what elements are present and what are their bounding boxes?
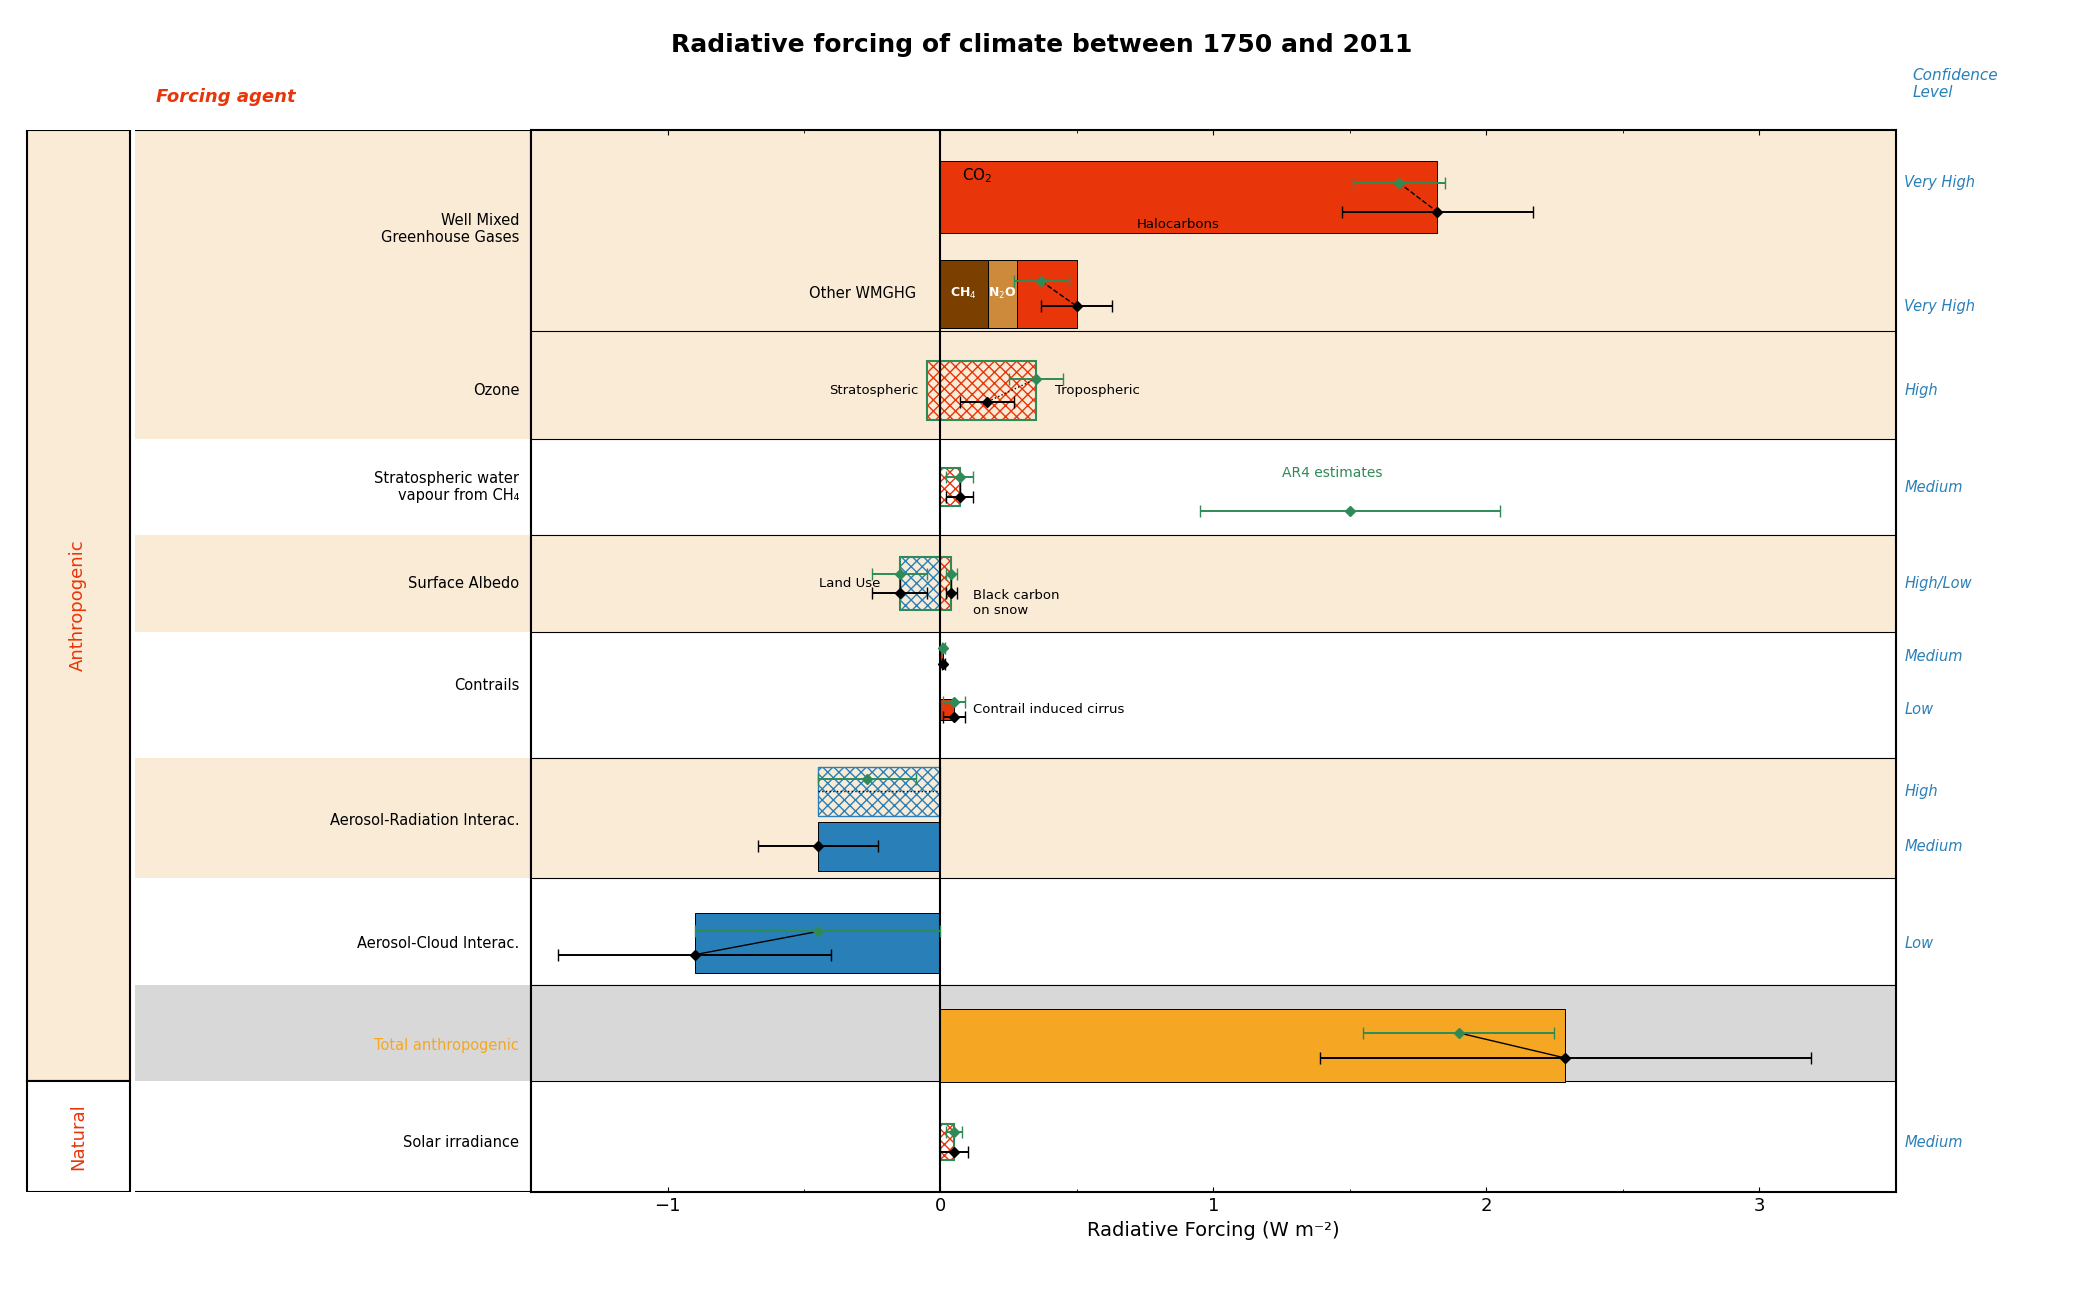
Text: Medium: Medium [1904,839,1962,854]
Bar [987,260,1017,328]
Text: Stratospheric water
vapour from CH₄: Stratospheric water vapour from CH₄ [375,470,519,503]
Bar [942,645,944,666]
Text: Confidence
Level: Confidence Level [1912,67,1998,101]
Bar [942,161,1437,233]
Bar [942,1124,954,1160]
Bar [135,985,531,1081]
Bar [531,439,1896,535]
Bar [135,439,531,535]
Text: AR4 estimates: AR4 estimates [1281,465,1381,480]
Bar [531,632,1896,758]
Bar [900,557,942,610]
Bar [942,1124,954,1160]
Bar [27,130,129,1081]
Text: Total anthropogenic: Total anthropogenic [375,1038,519,1052]
Bar [135,632,531,758]
Bar [531,758,1896,879]
Bar [696,914,942,973]
Bar [942,260,1077,328]
Text: Black carbon
on snow: Black carbon on snow [973,588,1060,617]
Text: Radiative forcing of climate between 1750 and 2011: Radiative forcing of climate between 175… [671,34,1412,57]
Bar [135,535,531,632]
Bar [135,1081,531,1192]
Bar [942,557,952,610]
Bar [942,468,960,507]
Text: Contrails: Contrails [454,678,519,692]
X-axis label: Radiative Forcing (W m⁻²): Radiative Forcing (W m⁻²) [1087,1221,1339,1240]
Text: Medium: Medium [1904,648,1962,664]
Text: Halocarbons: Halocarbons [1137,218,1221,231]
Bar [927,360,942,420]
Bar [531,130,1896,330]
Text: High: High [1904,784,1937,798]
Text: High: High [1904,382,1937,398]
Bar [942,360,1035,420]
Text: Contrail induced cirrus: Contrail induced cirrus [973,702,1125,715]
Bar [531,330,1896,439]
Bar [942,468,960,507]
Bar [942,260,987,328]
Text: Aerosol-Cloud Interac.: Aerosol-Cloud Interac. [356,936,519,950]
Text: Other WMGHG: Other WMGHG [810,286,917,302]
Text: Medium: Medium [1904,480,1962,495]
Text: Ozone: Ozone [473,382,519,398]
Text: Well Mixed
Greenhouse Gases: Well Mixed Greenhouse Gases [381,213,519,245]
Bar [942,1010,1564,1082]
Text: High/Low: High/Low [1904,577,1973,591]
Bar [819,767,942,815]
Bar [135,130,531,330]
Bar [942,699,954,719]
Text: Land Use: Land Use [819,577,881,590]
Text: Very High: Very High [1904,175,1975,191]
Text: Solar irradiance: Solar irradiance [404,1134,519,1150]
Bar [819,767,942,815]
Text: CH$_4$: CH$_4$ [950,286,977,302]
Text: Stratospheric: Stratospheric [829,384,919,397]
Bar [942,557,952,610]
Bar [942,360,1035,420]
Bar [27,1081,129,1192]
Text: CO$_2$: CO$_2$ [962,167,994,185]
Text: Medium: Medium [1904,1134,1962,1150]
Text: Aerosol-Radiation Interac.: Aerosol-Radiation Interac. [329,813,519,828]
Bar [531,535,1896,632]
Bar [135,879,531,985]
Bar [531,1081,1896,1192]
Bar [927,360,942,420]
Text: Very High: Very High [1904,299,1975,314]
Bar [531,985,1896,1081]
Text: Low: Low [1904,936,1933,950]
Text: Low: Low [1904,701,1933,717]
Text: Forcing agent: Forcing agent [156,88,296,106]
Bar [531,879,1896,985]
Text: N$_2$O: N$_2$O [987,286,1017,302]
Bar [900,557,942,610]
Text: Tropospheric: Tropospheric [1056,384,1139,397]
Bar [135,758,531,879]
Text: Surface Albedo: Surface Albedo [408,577,519,591]
Text: Anthropogenic: Anthropogenic [69,539,87,671]
Bar [135,330,531,439]
Text: Natural: Natural [69,1103,87,1170]
Bar [819,822,942,871]
